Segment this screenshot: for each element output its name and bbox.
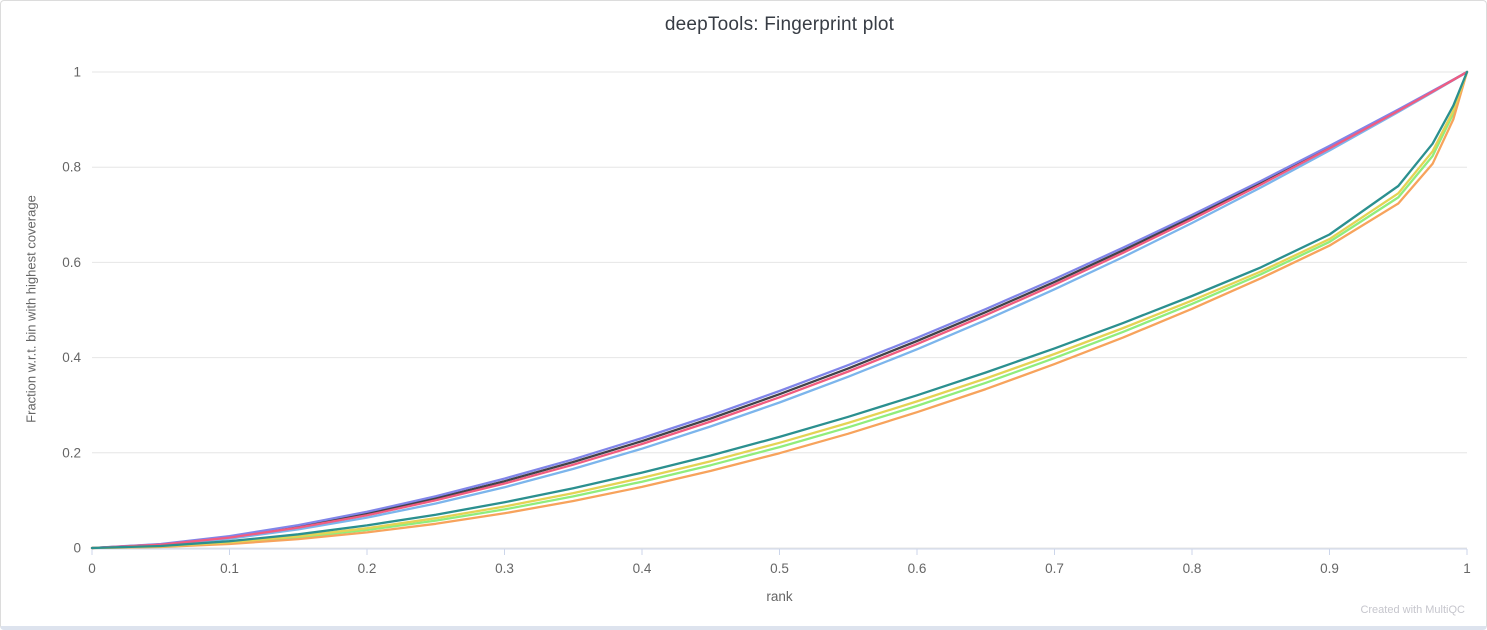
x-tick-label: 0.5	[770, 561, 789, 576]
x-tick-label: 0.6	[908, 561, 927, 576]
series-7-yellow-line[interactable]	[90, 70, 1469, 550]
y-tick-label: 0.6	[62, 255, 81, 270]
x-tick-label: 0.2	[358, 561, 377, 576]
series-3-green-line[interactable]	[90, 70, 1469, 550]
y-tick-label: 0.8	[62, 160, 81, 175]
y-tick-label: 0	[73, 541, 81, 556]
series-6-pink-line[interactable]	[90, 70, 1469, 550]
x-tick-label: 0.7	[1045, 561, 1064, 576]
series-2-darkgray-line[interactable]	[90, 70, 1469, 550]
x-tick-label: 1	[1463, 561, 1471, 576]
x-axis-title: rank	[766, 589, 793, 604]
y-tick-label: 1	[73, 65, 81, 80]
multiqc-watermark: Created with MultiQC	[1360, 604, 1465, 616]
series-5-purple-line[interactable]	[90, 70, 1469, 550]
x-tick-label: 0.3	[495, 561, 514, 576]
y-tick-label: 0.4	[62, 350, 81, 365]
series-8-teal-line[interactable]	[90, 70, 1469, 550]
series-1-lightblue-line[interactable]	[90, 70, 1469, 550]
x-tick-label: 0.1	[220, 561, 239, 576]
x-tick-label: 0.4	[633, 561, 652, 576]
x-tick-label: 0.8	[1183, 561, 1202, 576]
chart-title: deepTools: Fingerprint plot	[664, 14, 895, 35]
x-tick-label: 0.9	[1320, 561, 1339, 576]
x-tick-label: 0	[88, 561, 96, 576]
y-tick-label: 0.2	[62, 445, 81, 460]
series-4-orange-line[interactable]	[90, 70, 1469, 550]
